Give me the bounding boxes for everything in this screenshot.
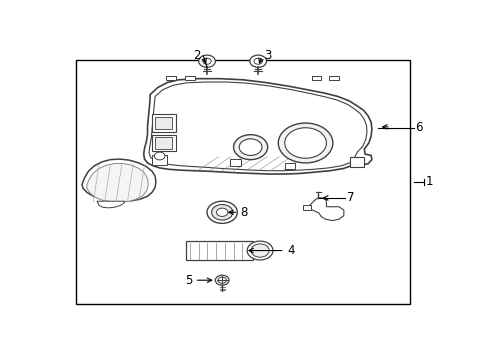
Polygon shape — [309, 198, 343, 221]
Text: 4: 4 — [286, 244, 294, 257]
Text: 5: 5 — [184, 274, 192, 287]
Circle shape — [215, 275, 228, 285]
Bar — [349, 157, 364, 167]
Circle shape — [216, 208, 227, 216]
Circle shape — [247, 241, 272, 260]
Text: 8: 8 — [240, 206, 247, 219]
Bar — [155, 117, 172, 129]
Circle shape — [206, 201, 237, 223]
Bar — [312, 76, 321, 80]
Bar — [329, 76, 338, 80]
Polygon shape — [82, 159, 156, 201]
Text: 2: 2 — [193, 49, 200, 62]
Circle shape — [218, 277, 226, 283]
Bar — [284, 163, 295, 169]
Circle shape — [249, 55, 266, 67]
Bar — [76, 60, 409, 304]
Polygon shape — [143, 79, 371, 174]
Bar — [185, 76, 194, 80]
Circle shape — [250, 244, 268, 257]
Bar — [152, 155, 167, 165]
Circle shape — [198, 55, 215, 67]
Circle shape — [233, 135, 267, 159]
Circle shape — [211, 204, 232, 220]
Bar — [152, 114, 175, 132]
Bar — [229, 159, 241, 166]
Text: 1: 1 — [425, 175, 432, 188]
Circle shape — [154, 152, 164, 160]
Text: 7: 7 — [346, 192, 354, 204]
Circle shape — [284, 128, 326, 158]
Polygon shape — [97, 201, 124, 208]
Bar — [155, 137, 172, 149]
Bar — [186, 241, 252, 260]
Bar — [166, 76, 175, 80]
Circle shape — [203, 58, 211, 64]
Text: 6: 6 — [415, 121, 422, 134]
Bar — [302, 205, 311, 210]
Circle shape — [278, 123, 332, 163]
Circle shape — [239, 139, 262, 156]
Polygon shape — [87, 163, 148, 202]
Text: 3: 3 — [264, 49, 271, 62]
Circle shape — [253, 58, 262, 64]
Bar — [152, 135, 175, 151]
